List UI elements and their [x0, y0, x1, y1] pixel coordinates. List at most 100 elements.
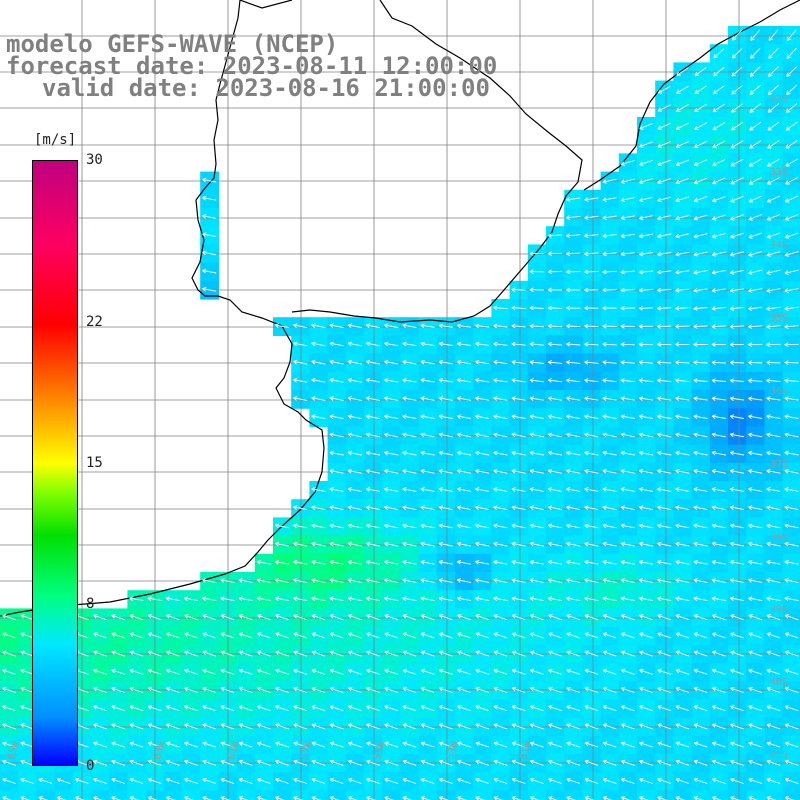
wind-arrow — [729, 414, 745, 419]
wind-arrow — [311, 596, 326, 602]
wind-cell — [327, 790, 347, 800]
wind-arrow — [639, 178, 653, 184]
wind-arrow — [584, 450, 599, 456]
wind-arrow — [311, 668, 326, 675]
wind-arrow — [784, 288, 799, 293]
wind-arrow — [711, 251, 726, 257]
wind-arrow — [220, 686, 235, 693]
wind-arrow — [93, 777, 107, 784]
wind-arrow — [438, 450, 453, 456]
wind-arrow — [729, 324, 745, 329]
wind-arrow — [566, 450, 581, 456]
wind-arrow — [785, 140, 798, 149]
wind-arrow — [784, 195, 799, 203]
wind-arrow — [675, 578, 690, 583]
wind-arrow — [584, 559, 599, 565]
wind-arrow — [202, 705, 217, 712]
wind-arrow — [766, 523, 781, 529]
wind-arrow — [693, 251, 708, 257]
wind-arrow — [184, 614, 198, 621]
wind-arrow — [566, 777, 581, 784]
wind-arrow — [129, 723, 144, 730]
wind-arrow — [457, 650, 471, 657]
wind-arrow — [676, 67, 689, 76]
wind-arrow — [529, 468, 544, 474]
wind-arrow — [748, 342, 763, 347]
wind-arrow — [184, 741, 198, 748]
wind-arrow — [384, 523, 399, 529]
wind-arrow — [111, 705, 126, 712]
wind-arrow — [620, 723, 635, 730]
wind-arrow — [529, 668, 544, 675]
wind-arrow — [329, 359, 344, 365]
wind-arrow — [657, 614, 672, 621]
wind-arrow — [511, 705, 526, 712]
wind-arrow — [620, 450, 635, 456]
wind-arrow — [457, 741, 471, 748]
wind-arrow — [602, 197, 617, 202]
wind-arrow — [20, 632, 35, 639]
wind-arrow — [620, 578, 635, 583]
wind-arrow — [748, 668, 763, 675]
wind-arrow — [731, 29, 743, 41]
wind-arrow — [639, 614, 653, 621]
wind-arrow — [711, 214, 726, 221]
wind-arrow — [456, 378, 472, 383]
title-valid-date: valid date: 2023-08-16 21:00:00 — [42, 74, 490, 102]
wind-arrow — [711, 414, 726, 419]
wind-arrow — [657, 324, 672, 329]
wind-arrow — [693, 650, 708, 657]
wind-arrow — [712, 140, 726, 149]
wind-arrow — [529, 359, 544, 365]
wind-arrow — [766, 251, 781, 257]
wind-arrow — [420, 541, 435, 547]
wind-arrow — [766, 378, 781, 383]
wind-arrow — [365, 323, 381, 329]
wind-arrow — [329, 559, 344, 565]
wind-arrow — [602, 668, 617, 675]
wind-arrow — [638, 468, 654, 474]
wind-arrow — [438, 468, 453, 474]
wind-arrow — [638, 233, 654, 239]
wind-arrow — [620, 287, 635, 293]
wind-arrow — [675, 177, 690, 185]
wind-arrow — [256, 668, 271, 675]
wind-arrow — [675, 559, 690, 565]
wind-arrow — [493, 541, 508, 547]
wind-arrow — [347, 541, 362, 547]
wind-arrow — [711, 306, 726, 311]
wind-arrow — [402, 705, 417, 712]
wind-arrow — [493, 341, 508, 347]
wind-arrow — [529, 596, 544, 602]
wind-arrow — [256, 596, 271, 602]
wind-arrow — [438, 777, 453, 784]
wind-arrow — [749, 121, 762, 131]
wind-arrow — [238, 578, 253, 583]
wind-arrow — [366, 614, 380, 621]
wind-arrow — [584, 323, 599, 329]
wind-arrow — [329, 487, 344, 492]
wind-arrow — [566, 468, 581, 474]
wind-arrow — [638, 396, 654, 401]
wind-arrow — [475, 487, 490, 492]
wind-arrow — [456, 396, 472, 401]
wind-arrow — [784, 759, 799, 766]
wind-arrow — [311, 614, 326, 621]
wind-arrow — [620, 251, 635, 257]
wind-arrow — [657, 541, 672, 547]
wind-arrow — [420, 578, 435, 583]
wind-arrow — [129, 741, 144, 748]
wind-arrow — [768, 66, 779, 77]
wind-arrow — [329, 705, 344, 712]
wind-arrow — [657, 523, 672, 529]
wind-arrow — [293, 323, 308, 329]
wind-arrow — [529, 686, 544, 693]
wind-arrow — [711, 596, 726, 602]
wind-arrow — [675, 196, 690, 203]
wind-arrow — [584, 523, 599, 529]
wind-arrow — [111, 777, 126, 784]
wind-arrow — [584, 396, 599, 401]
wind-arrow — [475, 686, 490, 693]
wind-arrow — [529, 414, 544, 419]
wind-arrow — [766, 741, 781, 748]
